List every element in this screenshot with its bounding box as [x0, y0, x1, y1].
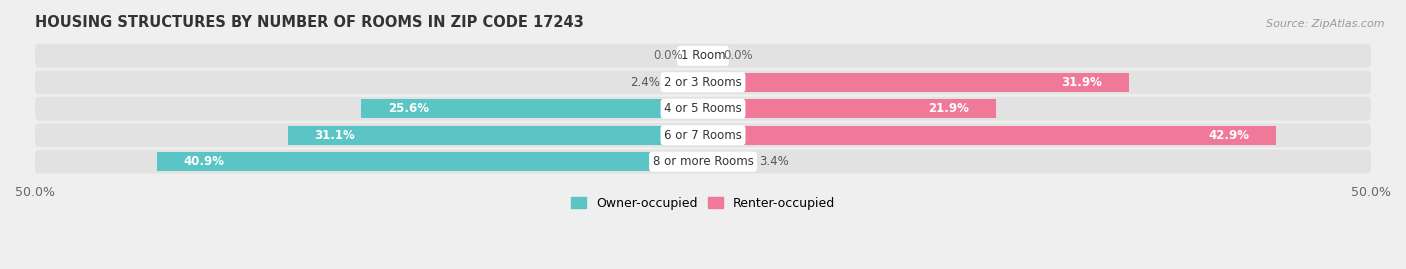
- Legend: Owner-occupied, Renter-occupied: Owner-occupied, Renter-occupied: [567, 192, 839, 215]
- Text: 2.4%: 2.4%: [630, 76, 661, 89]
- Text: 6 or 7 Rooms: 6 or 7 Rooms: [664, 129, 742, 142]
- Bar: [703, 99, 995, 118]
- FancyBboxPatch shape: [35, 150, 1371, 174]
- Text: 0.0%: 0.0%: [654, 49, 683, 62]
- Text: 25.6%: 25.6%: [388, 102, 429, 115]
- Text: 4 or 5 Rooms: 4 or 5 Rooms: [664, 102, 742, 115]
- Text: 3.4%: 3.4%: [759, 155, 789, 168]
- Text: 2 or 3 Rooms: 2 or 3 Rooms: [664, 76, 742, 89]
- Text: 40.9%: 40.9%: [183, 155, 225, 168]
- Text: 1 Room: 1 Room: [681, 49, 725, 62]
- Text: 31.9%: 31.9%: [1062, 76, 1102, 89]
- Text: 21.9%: 21.9%: [928, 102, 969, 115]
- Bar: [703, 126, 1277, 145]
- Bar: [703, 73, 1129, 92]
- FancyBboxPatch shape: [35, 44, 1371, 68]
- Bar: [671, 73, 703, 92]
- FancyBboxPatch shape: [35, 123, 1371, 147]
- Text: Source: ZipAtlas.com: Source: ZipAtlas.com: [1267, 19, 1385, 29]
- Text: 0.0%: 0.0%: [723, 49, 752, 62]
- Bar: [287, 126, 703, 145]
- Text: 31.1%: 31.1%: [314, 129, 354, 142]
- Bar: [361, 99, 703, 118]
- FancyBboxPatch shape: [35, 97, 1371, 121]
- Text: 8 or more Rooms: 8 or more Rooms: [652, 155, 754, 168]
- FancyBboxPatch shape: [35, 70, 1371, 94]
- Text: 42.9%: 42.9%: [1208, 129, 1250, 142]
- Bar: [703, 152, 748, 171]
- Bar: [156, 152, 703, 171]
- Text: HOUSING STRUCTURES BY NUMBER OF ROOMS IN ZIP CODE 17243: HOUSING STRUCTURES BY NUMBER OF ROOMS IN…: [35, 15, 583, 30]
